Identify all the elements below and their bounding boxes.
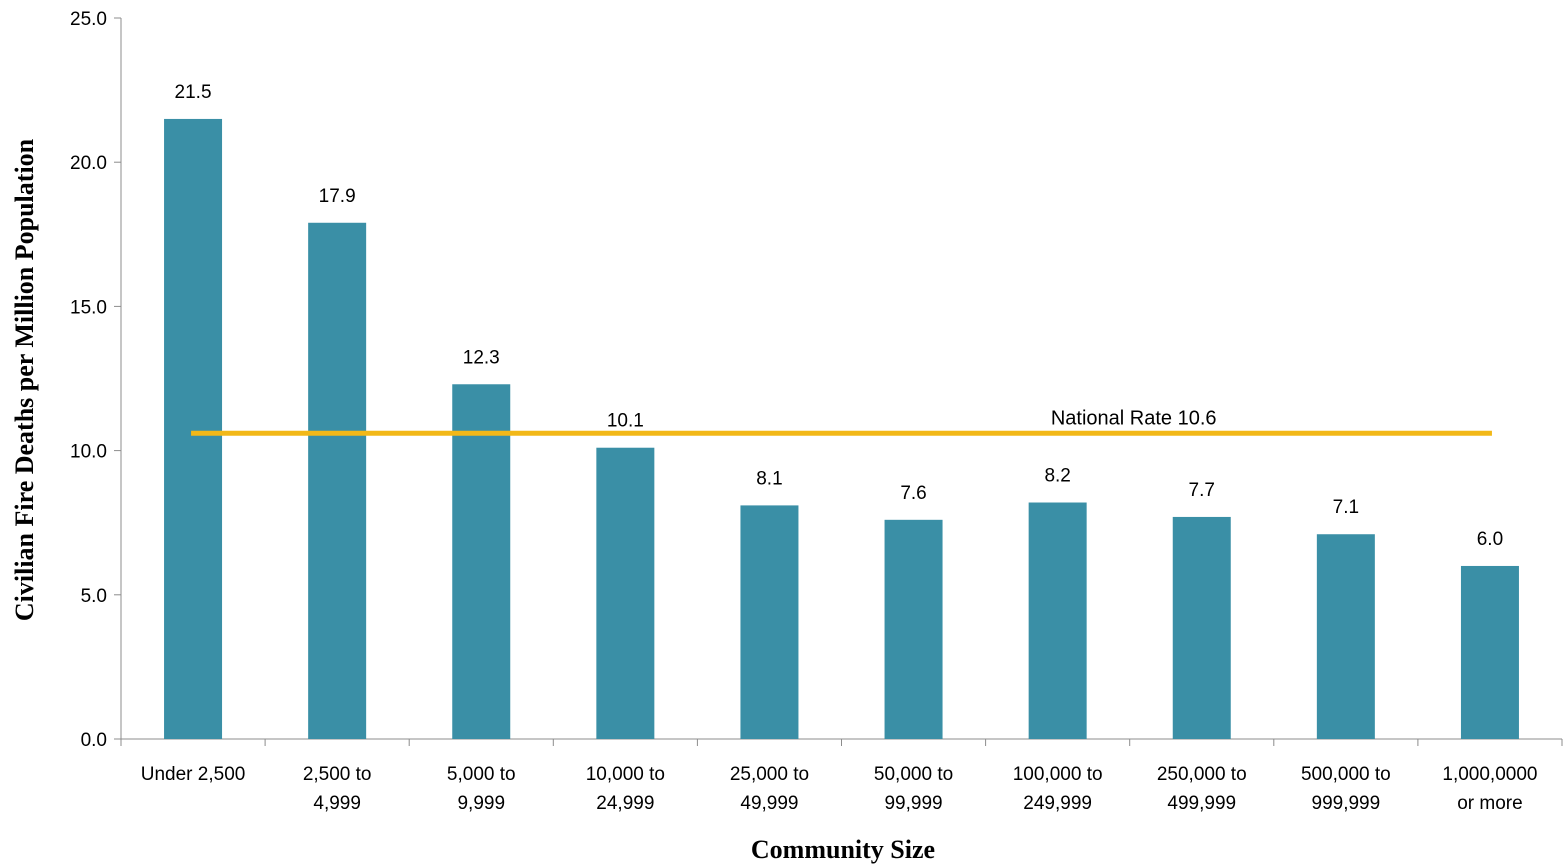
x-tick-label: 50,000 to 99,999 [874, 764, 953, 814]
bar [1460, 565, 1519, 739]
x-tick-label-line: 49,999 [740, 793, 798, 814]
bar-value-label: 6.0 [1477, 529, 1503, 550]
x-tick-label-line: 100,000 to [1013, 764, 1103, 785]
bar-value-label: 7.6 [900, 483, 926, 504]
bar [452, 384, 511, 739]
x-tick-label: 25,000 to 49,999 [730, 764, 809, 814]
x-tick-label-line: 500,000 to [1301, 764, 1391, 785]
x-tick-label-line: 1,000,0000 [1442, 764, 1537, 785]
x-tick-label-line: Under 2,500 [141, 764, 246, 785]
bar-value-label: 7.1 [1333, 497, 1359, 518]
y-tick-label: 5.0 [81, 586, 107, 607]
bars [164, 118, 1519, 739]
x-axis: Under 2,500 2,500 to 4,999 5,000 to 9,999 10,… [120, 738, 1563, 814]
x-tick-label: 5,000 to 9,999 [447, 764, 516, 814]
bar-value-label: 8.1 [756, 468, 782, 489]
x-tick-label-line: 250,000 to [1157, 764, 1247, 785]
x-tick-label-line: 249,999 [1023, 793, 1092, 814]
x-tick-label-line: 99,999 [884, 793, 942, 814]
y-tick-label: 10.0 [70, 442, 107, 463]
x-tick-label-line: 2,500 to [303, 764, 372, 785]
x-tick-label: 2,500 to 4,999 [303, 764, 372, 814]
bar [1316, 534, 1375, 739]
x-tick-label-line: or more [1457, 793, 1522, 814]
x-tick-label: 100,000 to 249,999 [1013, 764, 1103, 814]
x-axis-title: Community Size [751, 835, 935, 864]
x-tick-label: 10,000 to 24,999 [586, 764, 665, 814]
bar-value-label: 17.9 [319, 186, 356, 207]
x-tick-label-line: 499,999 [1167, 793, 1236, 814]
bar [1172, 516, 1231, 739]
x-tick-label-line: 10,000 to [586, 764, 665, 785]
bar [740, 505, 799, 739]
data-labels: 21.5 17.9 12.3 10.1 8.1 7.6 8.2 7.7 7.1 6.0 [175, 82, 1504, 550]
x-tick-label: 500,000 to 999,999 [1301, 764, 1391, 814]
y-axis-title: Civilian Fire Deaths per Million Populat… [10, 138, 39, 621]
x-tick-label-line: 50,000 to [874, 764, 953, 785]
bar [308, 222, 367, 739]
y-tick-label: 25.0 [70, 9, 107, 30]
x-tick-label-line: 25,000 to [730, 764, 809, 785]
bar [164, 118, 223, 739]
bar-value-label: 10.1 [607, 411, 644, 432]
y-tick-label: 15.0 [70, 297, 107, 318]
y-tick-label: 0.0 [81, 730, 107, 751]
bar [596, 447, 655, 739]
x-tick-label-line: 999,999 [1312, 793, 1381, 814]
y-tick-label: 20.0 [70, 153, 107, 174]
x-tick-label: 250,000 to 499,999 [1157, 764, 1247, 814]
x-tick-label: Under 2,500 [141, 764, 246, 785]
y-axis: 0.0 5.0 10.0 15.0 20.0 25.0 [70, 9, 122, 751]
national-rate-label: National Rate 10.6 [1051, 407, 1217, 429]
reference-line-group: National Rate 10.6 [191, 407, 1492, 436]
x-tick-label-line: 5,000 to [447, 764, 516, 785]
bar-value-label: 21.5 [175, 82, 212, 103]
bar-value-label: 12.3 [463, 347, 500, 368]
bar-value-label: 8.2 [1044, 466, 1070, 487]
x-tick-label-line: 24,999 [596, 793, 654, 814]
x-tick-label-line: 4,999 [313, 793, 361, 814]
x-tick-label: 1,000,0000 or more [1442, 764, 1537, 814]
bar [1028, 502, 1087, 739]
bar [884, 519, 943, 739]
bar-value-label: 7.7 [1189, 480, 1215, 501]
x-tick-label-line: 9,999 [457, 793, 505, 814]
